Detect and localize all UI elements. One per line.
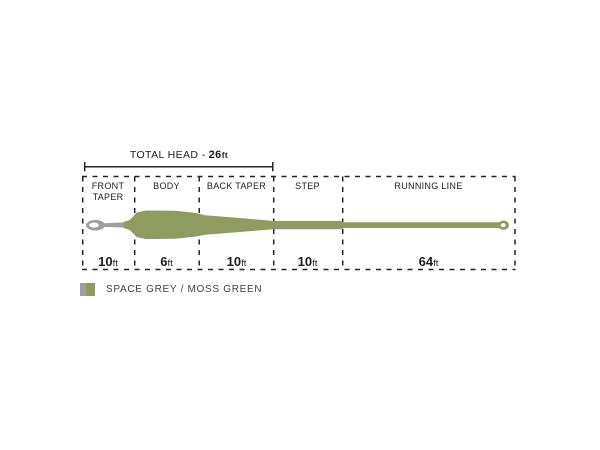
section-label-body: BODY (153, 181, 180, 192)
measurement-unit: ft (167, 258, 173, 269)
measurement-value: 64 (418, 254, 434, 269)
section-label-step: STEP (295, 181, 320, 192)
color-legend: SPACE GREY / MOSS GREEN (80, 283, 262, 296)
section-label-back-taper: BACK TAPER (206, 181, 267, 192)
line-profile-green (123, 210, 500, 240)
measurement-back-taper: 10ft (199, 253, 274, 271)
measurement-unit: ft (433, 258, 439, 269)
measurement-unit: ft (112, 258, 118, 269)
measurement-value: 6 (160, 254, 168, 269)
total-head-unit: ft (221, 150, 229, 160)
total-head-title: TOTAL HEAD -26ft (84, 149, 274, 161)
measurement-running-line: 64ft (342, 253, 515, 271)
rear-loop-hole (500, 223, 506, 228)
total-head-bracket (83, 162, 274, 172)
measurement-step: 10ft (273, 253, 342, 271)
line-tip-grey (101, 222, 127, 228)
total-head-label: TOTAL HEAD - (129, 149, 206, 161)
measurement-front-taper: 10ft (82, 253, 134, 271)
moss-green-swatch (86, 283, 95, 296)
measurement-unit: ft (312, 258, 318, 269)
legend-label: SPACE GREY / MOSS GREEN (106, 284, 263, 295)
space-grey-swatch (80, 283, 86, 296)
measurement-value: 10 (226, 254, 242, 269)
section-label-front-taper: FRONT TAPER (91, 181, 125, 203)
measurement-body: 6ft (134, 253, 199, 271)
section-label-running-line: RUNNING LINE (394, 181, 463, 192)
front-loop-hole (89, 222, 99, 228)
measurement-unit: ft (241, 258, 247, 269)
measurement-value: 10 (297, 254, 313, 269)
total-head-value: 26 (208, 149, 222, 161)
measurement-value: 10 (98, 254, 113, 269)
color-swatch (80, 283, 95, 296)
